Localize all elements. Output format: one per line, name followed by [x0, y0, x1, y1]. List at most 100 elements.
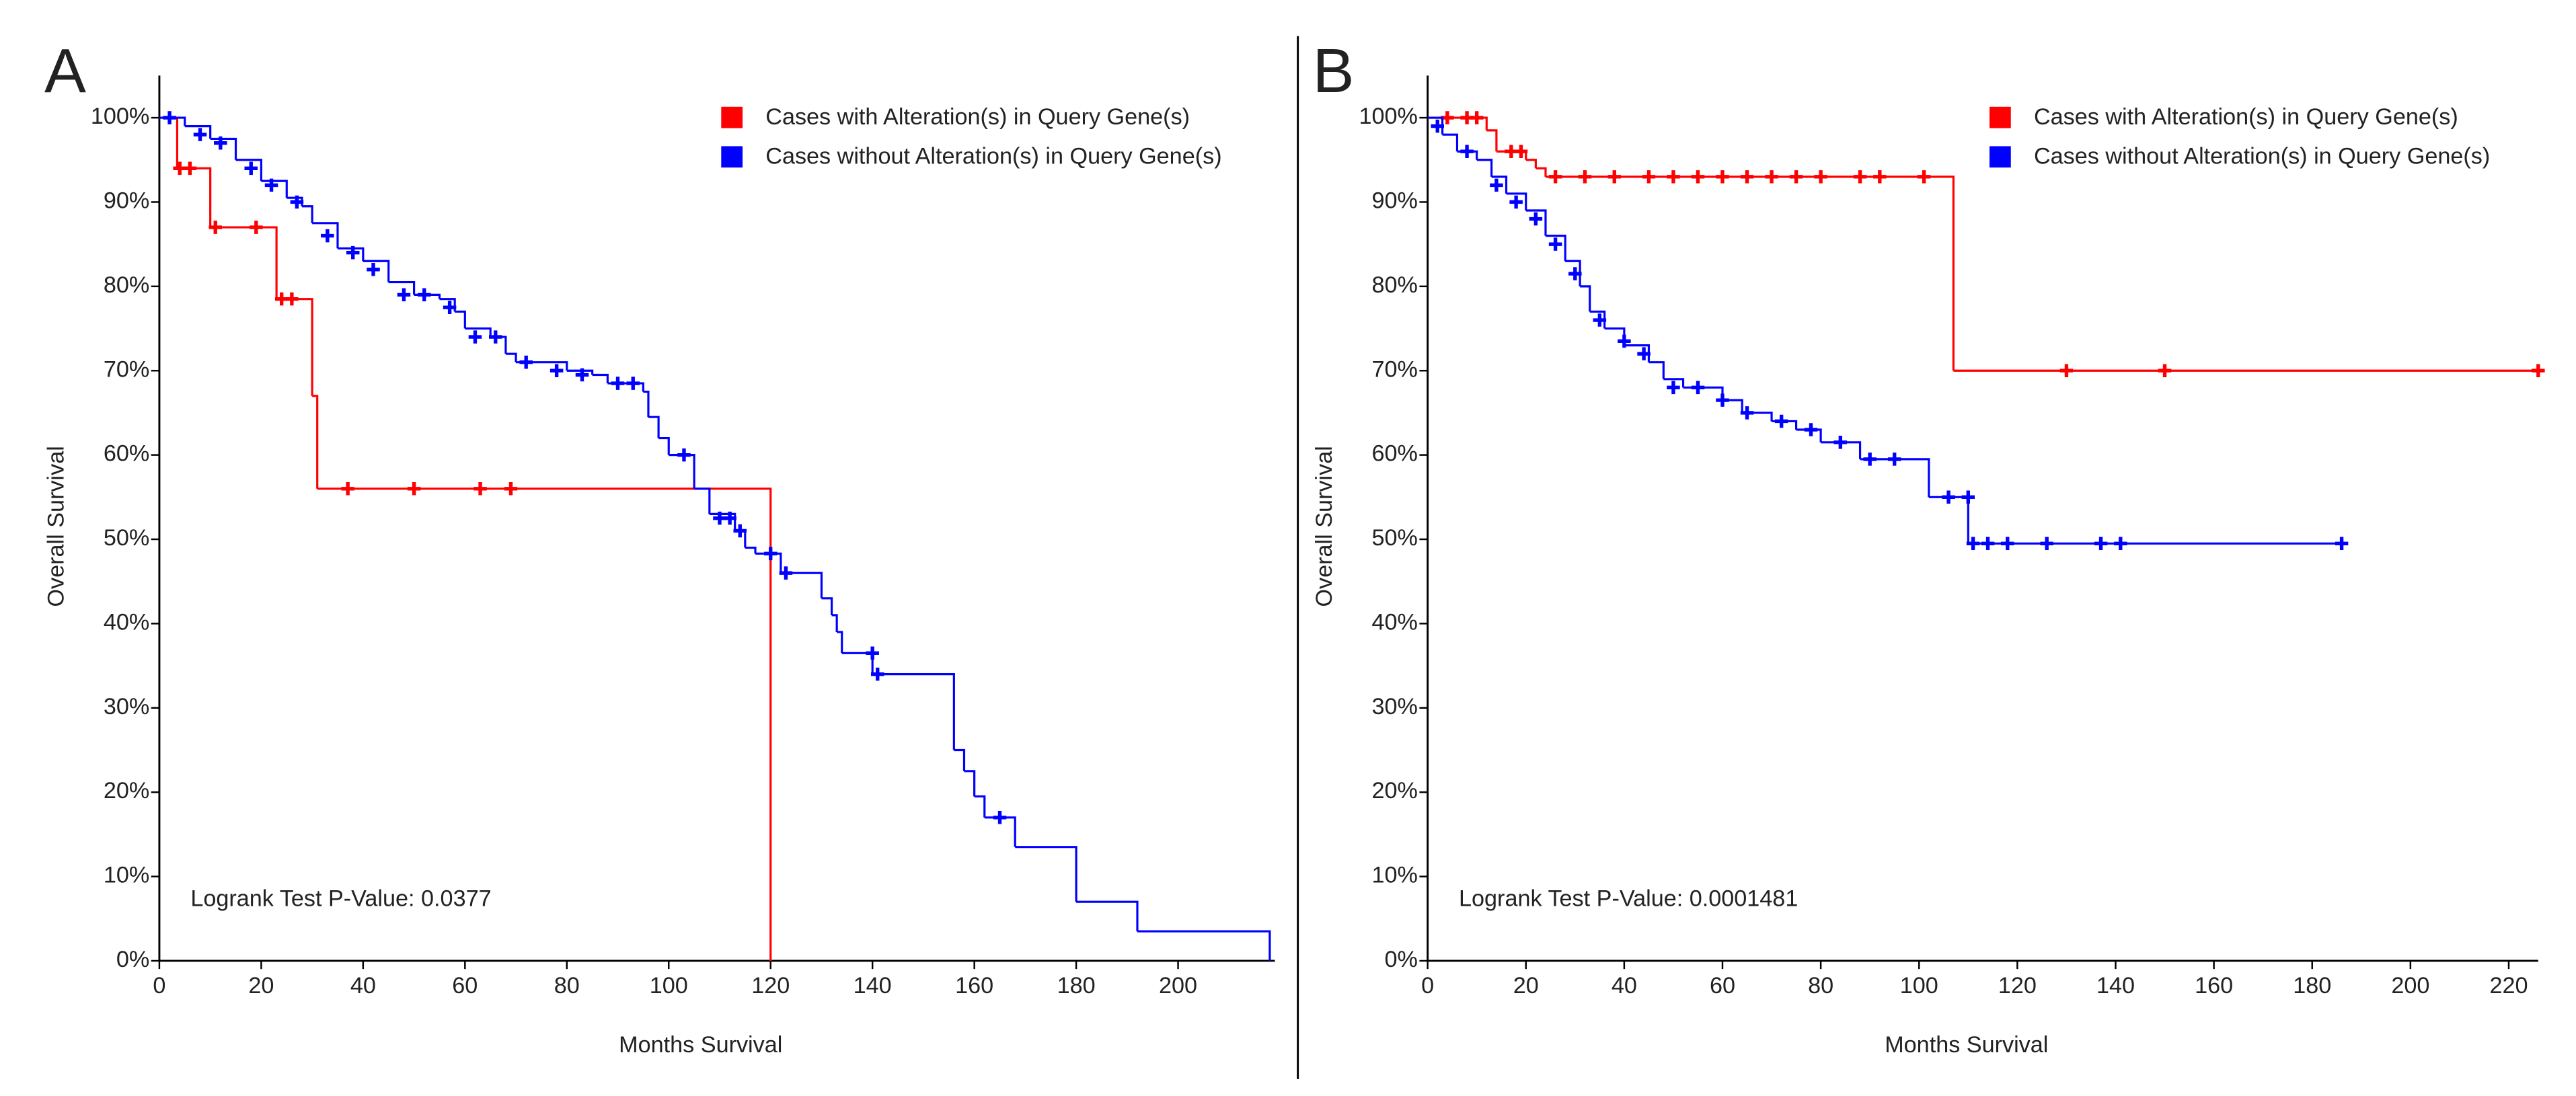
censor-mark [1740, 406, 1754, 420]
censor-mark [346, 245, 360, 260]
survival-step [745, 546, 757, 554]
censor-mark [1961, 490, 1975, 504]
censor-mark [183, 161, 197, 175]
survival-step [755, 552, 782, 574]
survival-step [837, 631, 843, 654]
censor-mark [397, 288, 411, 302]
censor-mark [341, 482, 354, 496]
survival-step [1545, 235, 1566, 262]
x-tick-label: 20 [1513, 973, 1539, 999]
censor-mark [1667, 381, 1680, 395]
annotation: Logrank Test P-Value: 0.0377 [190, 886, 491, 912]
y-tick-label: 60% [104, 441, 149, 467]
y-tick-label: 100% [91, 104, 149, 129]
censor-mark [193, 128, 207, 141]
survival-step [1442, 133, 1459, 152]
survival-step [301, 205, 313, 223]
legend-swatch [1989, 146, 2011, 168]
survival-step [566, 369, 594, 375]
x-tick-label: 140 [854, 973, 892, 999]
survival-step [312, 222, 339, 249]
survival-step [1486, 129, 1498, 152]
y-tick-label: 90% [1372, 188, 1418, 213]
x-axis-title: Months Survival [619, 1032, 782, 1058]
censor-mark [473, 482, 487, 496]
censor-mark [1873, 170, 1887, 184]
censor-mark [1814, 170, 1827, 184]
annotation: Logrank Test P-Value: 0.0001481 [1459, 886, 1798, 912]
y-tick-label: 40% [104, 609, 149, 635]
censor-mark [285, 292, 299, 306]
x-tick-label: 160 [2195, 973, 2233, 999]
censor-mark [1774, 414, 1788, 428]
censor-mark [250, 221, 263, 234]
y-tick-label: 40% [1372, 609, 1418, 635]
censor-mark [1833, 436, 1848, 449]
censor-mark [575, 368, 589, 382]
survival-step [954, 748, 966, 771]
censor-mark [1578, 170, 1592, 184]
censor-mark [1548, 170, 1562, 184]
survival-step [505, 352, 517, 362]
survival-step [643, 390, 650, 418]
x-tick-label: 0 [153, 973, 165, 999]
x-axis-title: Months Survival [1885, 1032, 2048, 1058]
x-tick-label: 200 [2391, 973, 2429, 999]
censor-mark [763, 547, 778, 561]
censor-mark [488, 330, 502, 344]
survival-step [1536, 167, 1547, 177]
censor-mark [1470, 111, 1484, 124]
y-tick-label: 100% [1359, 104, 1418, 129]
survival-step [184, 125, 212, 139]
survival-step [1525, 209, 1547, 236]
x-tick-label: 40 [1612, 973, 1637, 999]
censor-mark [1509, 195, 1523, 209]
y-tick-label: 60% [1372, 441, 1418, 467]
survival-step [465, 327, 492, 338]
censor-mark [163, 111, 176, 124]
censor-mark [2094, 537, 2108, 551]
survival-step [872, 673, 955, 750]
censor-mark [244, 161, 258, 175]
x-tick-label: 180 [2293, 973, 2331, 999]
survival-step [1015, 846, 1077, 902]
censor-mark [367, 263, 380, 276]
censor-mark [550, 364, 564, 378]
y-tick-label: 10% [104, 863, 149, 888]
survival-step [455, 310, 466, 329]
survival-step [669, 454, 695, 489]
censor-mark [1637, 347, 1651, 360]
censor-mark [611, 377, 625, 390]
y-axis-title: Overall Survival [1312, 446, 1337, 606]
censor-mark [1716, 393, 1729, 407]
x-tick-label: 160 [955, 973, 993, 999]
censor-mark [468, 330, 482, 344]
survival-step [388, 280, 416, 295]
survival-step [1525, 159, 1537, 169]
x-tick-label: 80 [554, 973, 580, 999]
censor-mark [1942, 490, 1955, 504]
survival-step [694, 487, 711, 514]
survival-step [1649, 361, 1665, 379]
y-axis-title: Overall Survival [44, 446, 69, 606]
censor-mark [1691, 170, 1705, 184]
survival-step [1427, 116, 1444, 135]
censor-mark [504, 482, 518, 496]
survival-step [1580, 285, 1591, 312]
survival-step [1565, 260, 1581, 286]
x-tick-label: 120 [751, 973, 790, 999]
censor-mark [417, 288, 431, 302]
censor-mark [2532, 364, 2545, 378]
censor-mark [1966, 537, 1980, 551]
x-tick-label: 20 [248, 973, 274, 999]
survival-step [1506, 192, 1527, 211]
y-tick-label: 90% [104, 188, 149, 213]
censor-mark [2059, 364, 2074, 378]
legend-label: Cases without Alteration(s) in Query Gen… [2034, 144, 2490, 169]
y-tick-label: 30% [1372, 694, 1418, 719]
survival-step [648, 416, 660, 438]
legend-label: Cases with Alteration(s) in Query Gene(s… [765, 104, 1190, 130]
